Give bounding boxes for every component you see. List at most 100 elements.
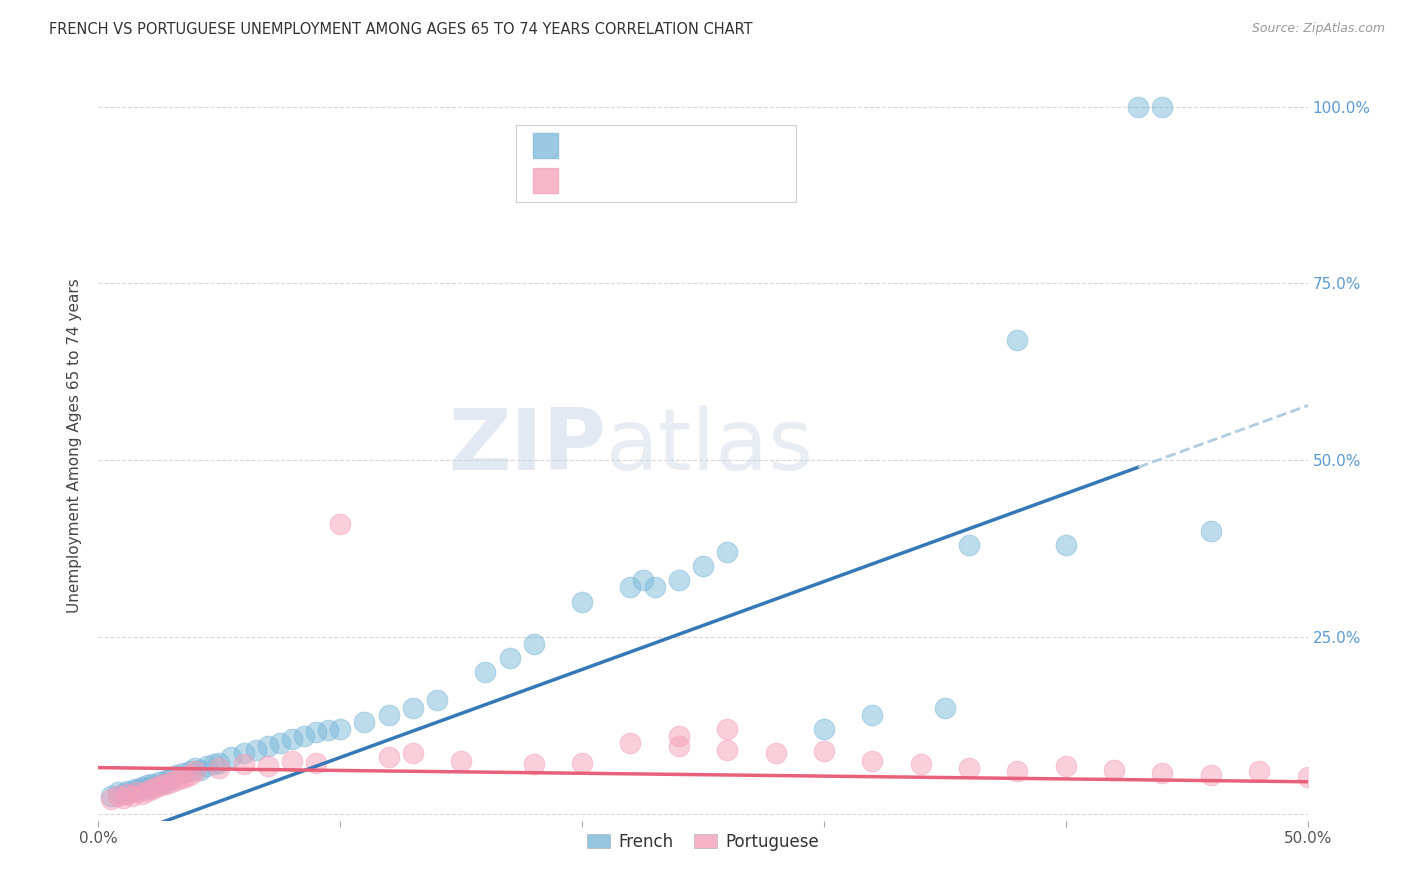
Point bbox=[148, 774, 170, 789]
Y-axis label: Unemployment Among Ages 65 to 74 years: Unemployment Among Ages 65 to 74 years bbox=[67, 278, 83, 614]
Point bbox=[155, 772, 177, 787]
Point bbox=[353, 714, 375, 729]
Point bbox=[208, 761, 231, 775]
Text: N =: N = bbox=[652, 136, 700, 154]
Point bbox=[111, 787, 134, 801]
Point bbox=[172, 765, 194, 780]
Point bbox=[165, 767, 187, 781]
Point bbox=[124, 781, 146, 796]
Text: 58: 58 bbox=[695, 136, 717, 154]
Point bbox=[121, 789, 143, 803]
Point bbox=[232, 757, 254, 772]
Point bbox=[571, 756, 593, 770]
Point bbox=[135, 778, 157, 792]
Point bbox=[402, 747, 425, 761]
Text: R =: R = bbox=[568, 136, 605, 154]
Point bbox=[1054, 538, 1077, 552]
Point bbox=[141, 777, 163, 791]
Point bbox=[426, 693, 449, 707]
Point bbox=[1007, 764, 1029, 779]
Point bbox=[1296, 770, 1319, 784]
Point bbox=[329, 722, 352, 736]
Point bbox=[117, 787, 139, 801]
Point bbox=[256, 758, 278, 772]
Point bbox=[134, 781, 156, 796]
Point bbox=[100, 789, 122, 803]
Point bbox=[107, 785, 129, 799]
Text: Source: ZipAtlas.com: Source: ZipAtlas.com bbox=[1251, 22, 1385, 36]
Point bbox=[402, 700, 425, 714]
Point bbox=[619, 580, 641, 594]
Point bbox=[474, 665, 496, 680]
Point bbox=[131, 780, 153, 794]
Point bbox=[127, 785, 149, 799]
Point bbox=[1007, 333, 1029, 347]
Point bbox=[668, 574, 690, 588]
Point bbox=[281, 754, 304, 768]
Text: atlas: atlas bbox=[606, 404, 814, 488]
Point bbox=[1199, 524, 1222, 538]
Point bbox=[165, 772, 187, 787]
Point bbox=[269, 736, 291, 750]
Point bbox=[1199, 767, 1222, 781]
Point bbox=[716, 743, 738, 757]
Point bbox=[571, 594, 593, 608]
Point bbox=[208, 756, 231, 770]
Point bbox=[813, 744, 835, 758]
Point bbox=[305, 725, 328, 739]
Point bbox=[1128, 100, 1150, 114]
Point bbox=[377, 750, 399, 764]
Text: 46: 46 bbox=[709, 172, 733, 190]
Point bbox=[934, 700, 956, 714]
Point bbox=[716, 722, 738, 736]
Point bbox=[131, 787, 153, 801]
Point bbox=[716, 545, 738, 559]
Text: -0.121: -0.121 bbox=[605, 172, 664, 190]
Point bbox=[860, 707, 883, 722]
Point bbox=[292, 729, 315, 743]
Point bbox=[316, 723, 339, 738]
Point bbox=[1152, 100, 1174, 114]
Point bbox=[107, 789, 129, 803]
Point bbox=[329, 516, 352, 531]
Point bbox=[127, 783, 149, 797]
Point bbox=[184, 764, 207, 779]
Point bbox=[100, 792, 122, 806]
Point bbox=[619, 736, 641, 750]
Text: R =: R = bbox=[568, 172, 605, 190]
Point bbox=[195, 758, 218, 772]
Point bbox=[145, 778, 167, 792]
Point bbox=[1152, 765, 1174, 780]
Point bbox=[1249, 764, 1271, 779]
Point bbox=[245, 743, 267, 757]
Point bbox=[145, 780, 167, 794]
Point bbox=[631, 574, 654, 588]
Point bbox=[1102, 763, 1125, 777]
Text: FRENCH VS PORTUGUESE UNEMPLOYMENT AMONG AGES 65 TO 74 YEARS CORRELATION CHART: FRENCH VS PORTUGUESE UNEMPLOYMENT AMONG … bbox=[49, 22, 752, 37]
Point bbox=[160, 771, 183, 785]
Point bbox=[111, 791, 134, 805]
Point bbox=[957, 538, 980, 552]
Point bbox=[117, 784, 139, 798]
Point bbox=[184, 761, 207, 775]
Point bbox=[204, 757, 226, 772]
Point bbox=[188, 763, 211, 777]
Point bbox=[256, 739, 278, 754]
Point bbox=[138, 780, 160, 794]
Point bbox=[765, 747, 787, 761]
Point bbox=[152, 776, 174, 790]
Point bbox=[813, 722, 835, 736]
Point bbox=[910, 757, 932, 772]
Point bbox=[523, 757, 546, 772]
Point bbox=[692, 559, 714, 574]
Point bbox=[860, 754, 883, 768]
Point bbox=[169, 771, 191, 785]
Point bbox=[160, 774, 183, 789]
Point bbox=[668, 729, 690, 743]
Point bbox=[150, 778, 173, 792]
Point bbox=[305, 756, 328, 770]
Point bbox=[141, 781, 163, 796]
Text: ZIP: ZIP bbox=[449, 404, 606, 488]
Point bbox=[523, 637, 546, 651]
Point bbox=[957, 761, 980, 775]
